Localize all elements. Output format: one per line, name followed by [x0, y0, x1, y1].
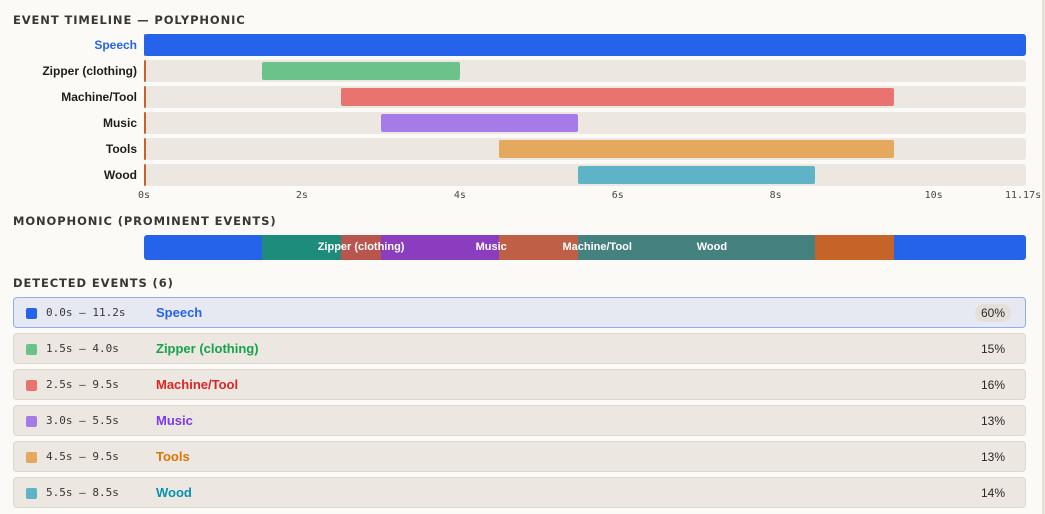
monophonic-label: Zipper (clothing)	[317, 241, 405, 253]
timeline-row-wood[interactable]: Wood	[0, 164, 1045, 190]
axis-tick: 10s	[924, 190, 943, 201]
event-bar-machine-tool[interactable]	[341, 88, 895, 106]
polyphonic-title: EVENT TIMELINE — POLYPHONIC	[13, 13, 246, 27]
timeline-track	[144, 164, 1026, 186]
event-bar-zipper-clothing[interactable]	[262, 62, 460, 80]
axis-tick: 4s	[453, 190, 466, 201]
event-name: Machine/Tool	[156, 377, 239, 392]
event-bar-music[interactable]	[380, 114, 579, 132]
axis-tick: 11.17s	[1005, 190, 1042, 201]
monophonic-label: Music	[475, 241, 507, 253]
event-row-zipper-clothing[interactable]: 1.5s – 4.0s Zipper (clothing) 15%	[13, 333, 1026, 364]
event-bar-speech[interactable]	[144, 34, 1026, 56]
monophonic-segment[interactable]	[341, 235, 381, 260]
monophonic-track: Zipper (clothing) Music Machine/Tool Wood	[144, 235, 1026, 260]
event-bar-wood[interactable]	[578, 166, 816, 184]
event-time-range: 3.0s – 5.5s	[46, 414, 119, 427]
event-time-range: 5.5s – 8.5s	[46, 486, 119, 499]
event-name: Music	[156, 413, 193, 428]
scrollbar-track[interactable]	[1042, 0, 1045, 514]
event-row-speech[interactable]: 0.0s – 11.2s Speech 60%	[13, 297, 1026, 328]
timeline-row-machine-tool[interactable]: Machine/Tool	[0, 86, 1045, 112]
event-row-music[interactable]: 3.0s – 5.5s Music 13%	[13, 405, 1026, 436]
axis-tick: 8s	[769, 190, 782, 201]
timeline-row-music[interactable]: Music	[0, 112, 1045, 138]
timeline-track	[144, 60, 1026, 82]
timeline-row-label: Speech	[94, 38, 137, 52]
event-row-tools[interactable]: 4.5s – 9.5s Tools 13%	[13, 441, 1026, 472]
axis-tick: 2s	[295, 190, 308, 201]
timeline-row-label: Zipper (clothing)	[42, 64, 137, 78]
event-row-wood[interactable]: 5.5s – 8.5s Wood 14%	[13, 477, 1026, 508]
event-row-machine-tool[interactable]: 2.5s – 9.5s Machine/Tool 16%	[13, 369, 1026, 400]
axis-tick: 0s	[137, 190, 151, 201]
timeline-row-speech[interactable]: Speech	[0, 34, 1045, 60]
monophonic-title: MONOPHONIC (PROMINENT EVENTS)	[13, 214, 277, 228]
event-time-range: 0.0s – 11.2s	[46, 306, 126, 319]
event-name: Speech	[156, 305, 203, 320]
event-percent: 15%	[980, 342, 1005, 356]
event-percent: 13%	[980, 450, 1005, 464]
event-bar-tools[interactable]	[499, 140, 895, 158]
event-color-swatch	[26, 308, 37, 319]
timeline-track	[144, 138, 1026, 160]
event-color-swatch	[26, 344, 37, 355]
axis-tick: 6s	[611, 190, 624, 201]
event-percent: 13%	[980, 414, 1005, 428]
timeline-row-label: Wood	[103, 168, 137, 182]
timeline-track	[144, 112, 1026, 134]
timeline-track	[144, 86, 1026, 108]
event-time-range: 1.5s – 4.0s	[46, 342, 119, 355]
timeline-row-label: Machine/Tool	[61, 90, 137, 104]
event-color-swatch	[26, 452, 37, 463]
timeline-row-zipper-clothing[interactable]: Zipper (clothing)	[0, 60, 1045, 86]
event-name: Tools	[156, 449, 190, 464]
event-name: Wood	[156, 485, 192, 500]
timeline-row-label: Tools	[105, 142, 137, 156]
event-percent: 16%	[980, 378, 1005, 392]
timeline-row-label: Music	[102, 116, 137, 130]
monophonic-segment[interactable]	[262, 235, 342, 260]
detected-events-title: DETECTED EVENTS (6)	[13, 276, 174, 290]
monophonic-segment[interactable]	[815, 235, 895, 260]
monophonic-segment[interactable]	[499, 235, 579, 260]
timeline-row-tools[interactable]: Tools	[0, 138, 1045, 164]
event-percent: 14%	[980, 486, 1005, 500]
event-name: Zipper (clothing)	[156, 341, 259, 356]
event-percent: 60%	[974, 304, 1011, 322]
event-time-range: 4.5s – 9.5s	[46, 450, 119, 463]
monophonic-label: Machine/Tool	[562, 241, 632, 253]
time-axis: 0s 2s 4s 6s 8s 10s 11.17s	[0, 190, 1045, 204]
event-color-swatch	[26, 488, 37, 499]
event-color-swatch	[26, 380, 37, 391]
monophonic-label: Wood	[696, 241, 728, 253]
monophonic-segment[interactable]	[578, 235, 816, 260]
event-color-swatch	[26, 416, 37, 427]
polyphonic-timeline: Speech Zipper (clothing) Machine/Tool Music…	[0, 34, 1045, 186]
monophonic-segment[interactable]	[380, 235, 500, 260]
event-time-range: 2.5s – 9.5s	[46, 378, 119, 391]
timeline-track	[144, 34, 1026, 56]
